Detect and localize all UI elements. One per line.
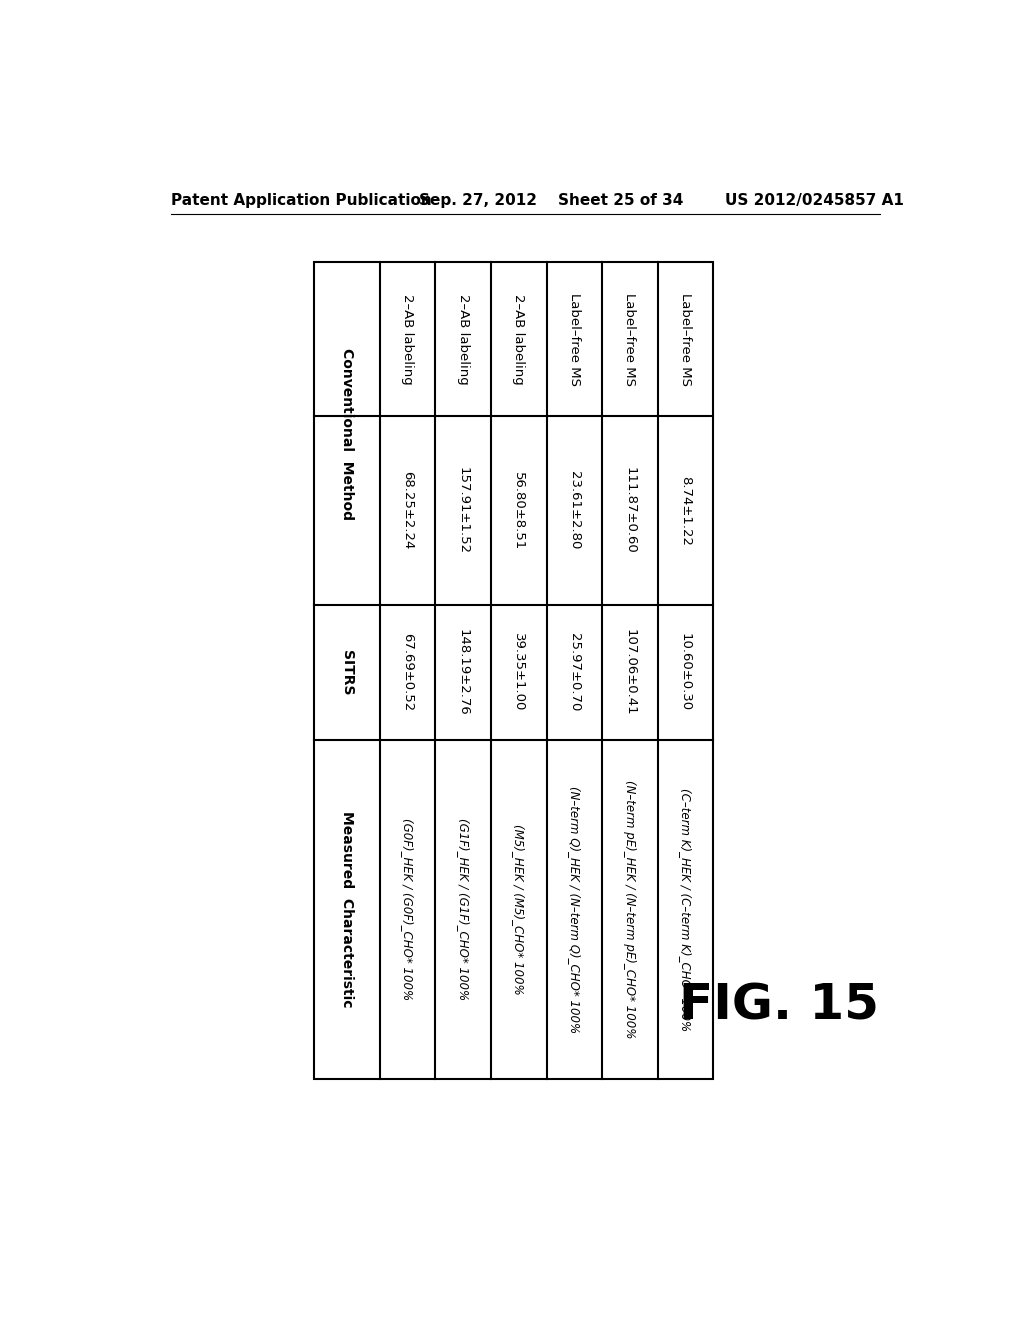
Text: (N–term pE)_HEK / (N–term pE)_CHO* 100%: (N–term pE)_HEK / (N–term pE)_CHO* 100% — [624, 780, 636, 1039]
Text: 2–AB labeling: 2–AB labeling — [512, 294, 525, 384]
Text: Patent Application Publication: Patent Application Publication — [171, 193, 431, 209]
Text: Conventional  Method: Conventional Method — [340, 347, 354, 520]
Text: 8.74±1.22: 8.74±1.22 — [679, 475, 692, 545]
Text: 67.69±0.52: 67.69±0.52 — [401, 634, 414, 711]
Text: 56.80±8.51: 56.80±8.51 — [512, 471, 525, 550]
Text: 111.87±0.60: 111.87±0.60 — [624, 467, 636, 554]
Text: 157.91±1.52: 157.91±1.52 — [457, 467, 470, 554]
Text: (M5)_HEK / (M5)_CHO* 100%: (M5)_HEK / (M5)_CHO* 100% — [512, 824, 525, 994]
Text: Label–free MS: Label–free MS — [567, 293, 581, 385]
Text: FIG. 15: FIG. 15 — [679, 981, 879, 1030]
Text: (G0F)_HEK / (G0F)_CHO* 100%: (G0F)_HEK / (G0F)_CHO* 100% — [401, 818, 414, 1001]
Text: 2–AB labeling: 2–AB labeling — [401, 294, 414, 384]
Text: SITRS: SITRS — [340, 649, 354, 696]
Text: 39.35±1.00: 39.35±1.00 — [512, 634, 525, 711]
Text: 107.06±0.41: 107.06±0.41 — [624, 630, 636, 715]
Text: 68.25±2.24: 68.25±2.24 — [401, 471, 414, 550]
Text: Sheet 25 of 34: Sheet 25 of 34 — [558, 193, 683, 209]
Text: Sep. 27, 2012: Sep. 27, 2012 — [419, 193, 537, 209]
Text: (N–term Q)_HEK / (N–term Q)_CHO* 100%: (N–term Q)_HEK / (N–term Q)_CHO* 100% — [567, 785, 581, 1032]
Text: (C–term K)_HEK / (C–term K)_CHO* 100%: (C–term K)_HEK / (C–term K)_CHO* 100% — [679, 788, 692, 1031]
Text: Label–free MS: Label–free MS — [679, 293, 692, 385]
Text: 148.19±2.76: 148.19±2.76 — [457, 630, 470, 715]
Text: 10.60±0.30: 10.60±0.30 — [679, 634, 692, 711]
Text: 2–AB labeling: 2–AB labeling — [457, 294, 470, 384]
Text: 23.61±2.80: 23.61±2.80 — [567, 471, 581, 550]
Text: Label–free MS: Label–free MS — [624, 293, 636, 385]
Text: 25.97±0.70: 25.97±0.70 — [567, 634, 581, 711]
Bar — [314, 263, 713, 1078]
Text: US 2012/0245857 A1: US 2012/0245857 A1 — [725, 193, 903, 209]
Text: (G1F)_HEK / (G1F)_CHO* 100%: (G1F)_HEK / (G1F)_CHO* 100% — [457, 818, 470, 1001]
Text: Measured  Characteristic: Measured Characteristic — [340, 810, 354, 1007]
